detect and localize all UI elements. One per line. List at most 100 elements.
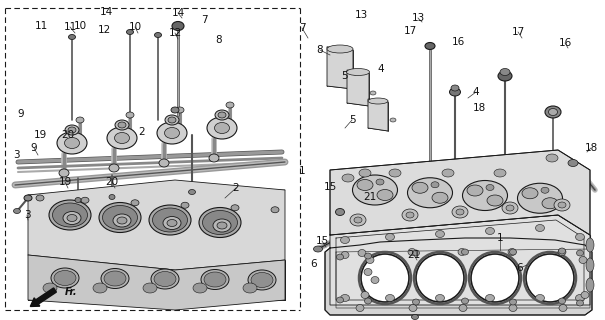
Text: 17: 17 [404, 26, 417, 36]
Ellipse shape [359, 169, 371, 177]
Text: 20: 20 [105, 177, 119, 187]
Ellipse shape [509, 249, 517, 255]
Ellipse shape [204, 272, 226, 287]
Ellipse shape [413, 250, 419, 256]
Text: 14: 14 [100, 7, 113, 17]
Text: 6: 6 [517, 263, 523, 273]
Text: 4: 4 [378, 64, 384, 75]
Ellipse shape [358, 250, 366, 257]
Text: 3: 3 [13, 150, 19, 160]
Ellipse shape [115, 120, 129, 130]
Ellipse shape [459, 305, 467, 311]
Text: 1: 1 [299, 166, 305, 176]
Ellipse shape [167, 220, 177, 227]
Ellipse shape [500, 68, 510, 76]
Ellipse shape [385, 294, 394, 301]
Ellipse shape [213, 219, 231, 232]
Text: 5: 5 [341, 71, 347, 81]
Ellipse shape [352, 71, 358, 75]
Ellipse shape [425, 43, 435, 50]
Ellipse shape [526, 254, 574, 302]
Ellipse shape [341, 236, 350, 244]
Ellipse shape [203, 211, 238, 235]
Text: 2: 2 [233, 183, 240, 193]
FancyArrow shape [30, 288, 56, 307]
Text: 14: 14 [171, 8, 185, 18]
Ellipse shape [542, 198, 558, 209]
Ellipse shape [157, 122, 187, 144]
Ellipse shape [558, 202, 566, 208]
Ellipse shape [57, 132, 87, 154]
Ellipse shape [172, 21, 184, 30]
Text: 3: 3 [24, 210, 30, 220]
Ellipse shape [118, 122, 126, 128]
Ellipse shape [218, 112, 226, 118]
Ellipse shape [364, 268, 372, 276]
Text: 5: 5 [348, 115, 355, 125]
Ellipse shape [336, 209, 344, 215]
Ellipse shape [231, 205, 239, 211]
Text: 8: 8 [316, 45, 323, 55]
Text: 15: 15 [315, 236, 329, 246]
Ellipse shape [65, 138, 79, 148]
Ellipse shape [370, 91, 376, 95]
Ellipse shape [313, 246, 322, 252]
Ellipse shape [36, 195, 44, 201]
Ellipse shape [163, 217, 181, 229]
Ellipse shape [568, 159, 578, 166]
Ellipse shape [99, 203, 141, 233]
Ellipse shape [371, 276, 379, 284]
Ellipse shape [152, 208, 188, 232]
Text: 7: 7 [299, 23, 306, 33]
Ellipse shape [408, 178, 453, 208]
Ellipse shape [545, 106, 561, 118]
Ellipse shape [364, 253, 371, 259]
Ellipse shape [412, 182, 428, 193]
Ellipse shape [452, 206, 468, 218]
Ellipse shape [65, 125, 79, 135]
Ellipse shape [575, 234, 584, 241]
Ellipse shape [390, 118, 396, 122]
Text: 13: 13 [355, 10, 368, 20]
Ellipse shape [68, 127, 76, 133]
Ellipse shape [75, 197, 81, 203]
Ellipse shape [347, 68, 370, 76]
Ellipse shape [535, 225, 544, 231]
Ellipse shape [462, 249, 468, 255]
Text: 12: 12 [97, 25, 111, 36]
Ellipse shape [51, 268, 79, 288]
Text: 16: 16 [452, 36, 465, 47]
Ellipse shape [243, 283, 257, 293]
Ellipse shape [356, 305, 364, 311]
Ellipse shape [413, 299, 419, 305]
Text: 10: 10 [128, 22, 142, 32]
Ellipse shape [353, 175, 397, 205]
Ellipse shape [431, 182, 439, 188]
Ellipse shape [336, 297, 344, 303]
Ellipse shape [168, 117, 176, 123]
Ellipse shape [432, 192, 448, 203]
Ellipse shape [342, 174, 354, 182]
Ellipse shape [506, 205, 514, 211]
Ellipse shape [558, 298, 566, 304]
Ellipse shape [171, 107, 179, 113]
Ellipse shape [165, 115, 179, 125]
Text: 21: 21 [407, 250, 420, 260]
Text: 10: 10 [74, 21, 87, 31]
Ellipse shape [577, 300, 583, 306]
Ellipse shape [546, 154, 558, 162]
Ellipse shape [471, 254, 519, 302]
Ellipse shape [406, 212, 414, 218]
Ellipse shape [154, 271, 176, 286]
Text: 15: 15 [324, 182, 337, 192]
Ellipse shape [581, 292, 589, 299]
Ellipse shape [487, 195, 503, 206]
Ellipse shape [49, 200, 91, 230]
Ellipse shape [54, 270, 76, 285]
Ellipse shape [467, 185, 483, 196]
Ellipse shape [143, 283, 157, 293]
Ellipse shape [126, 29, 134, 35]
Ellipse shape [109, 164, 119, 172]
Text: 11: 11 [34, 21, 48, 31]
Ellipse shape [13, 209, 21, 213]
